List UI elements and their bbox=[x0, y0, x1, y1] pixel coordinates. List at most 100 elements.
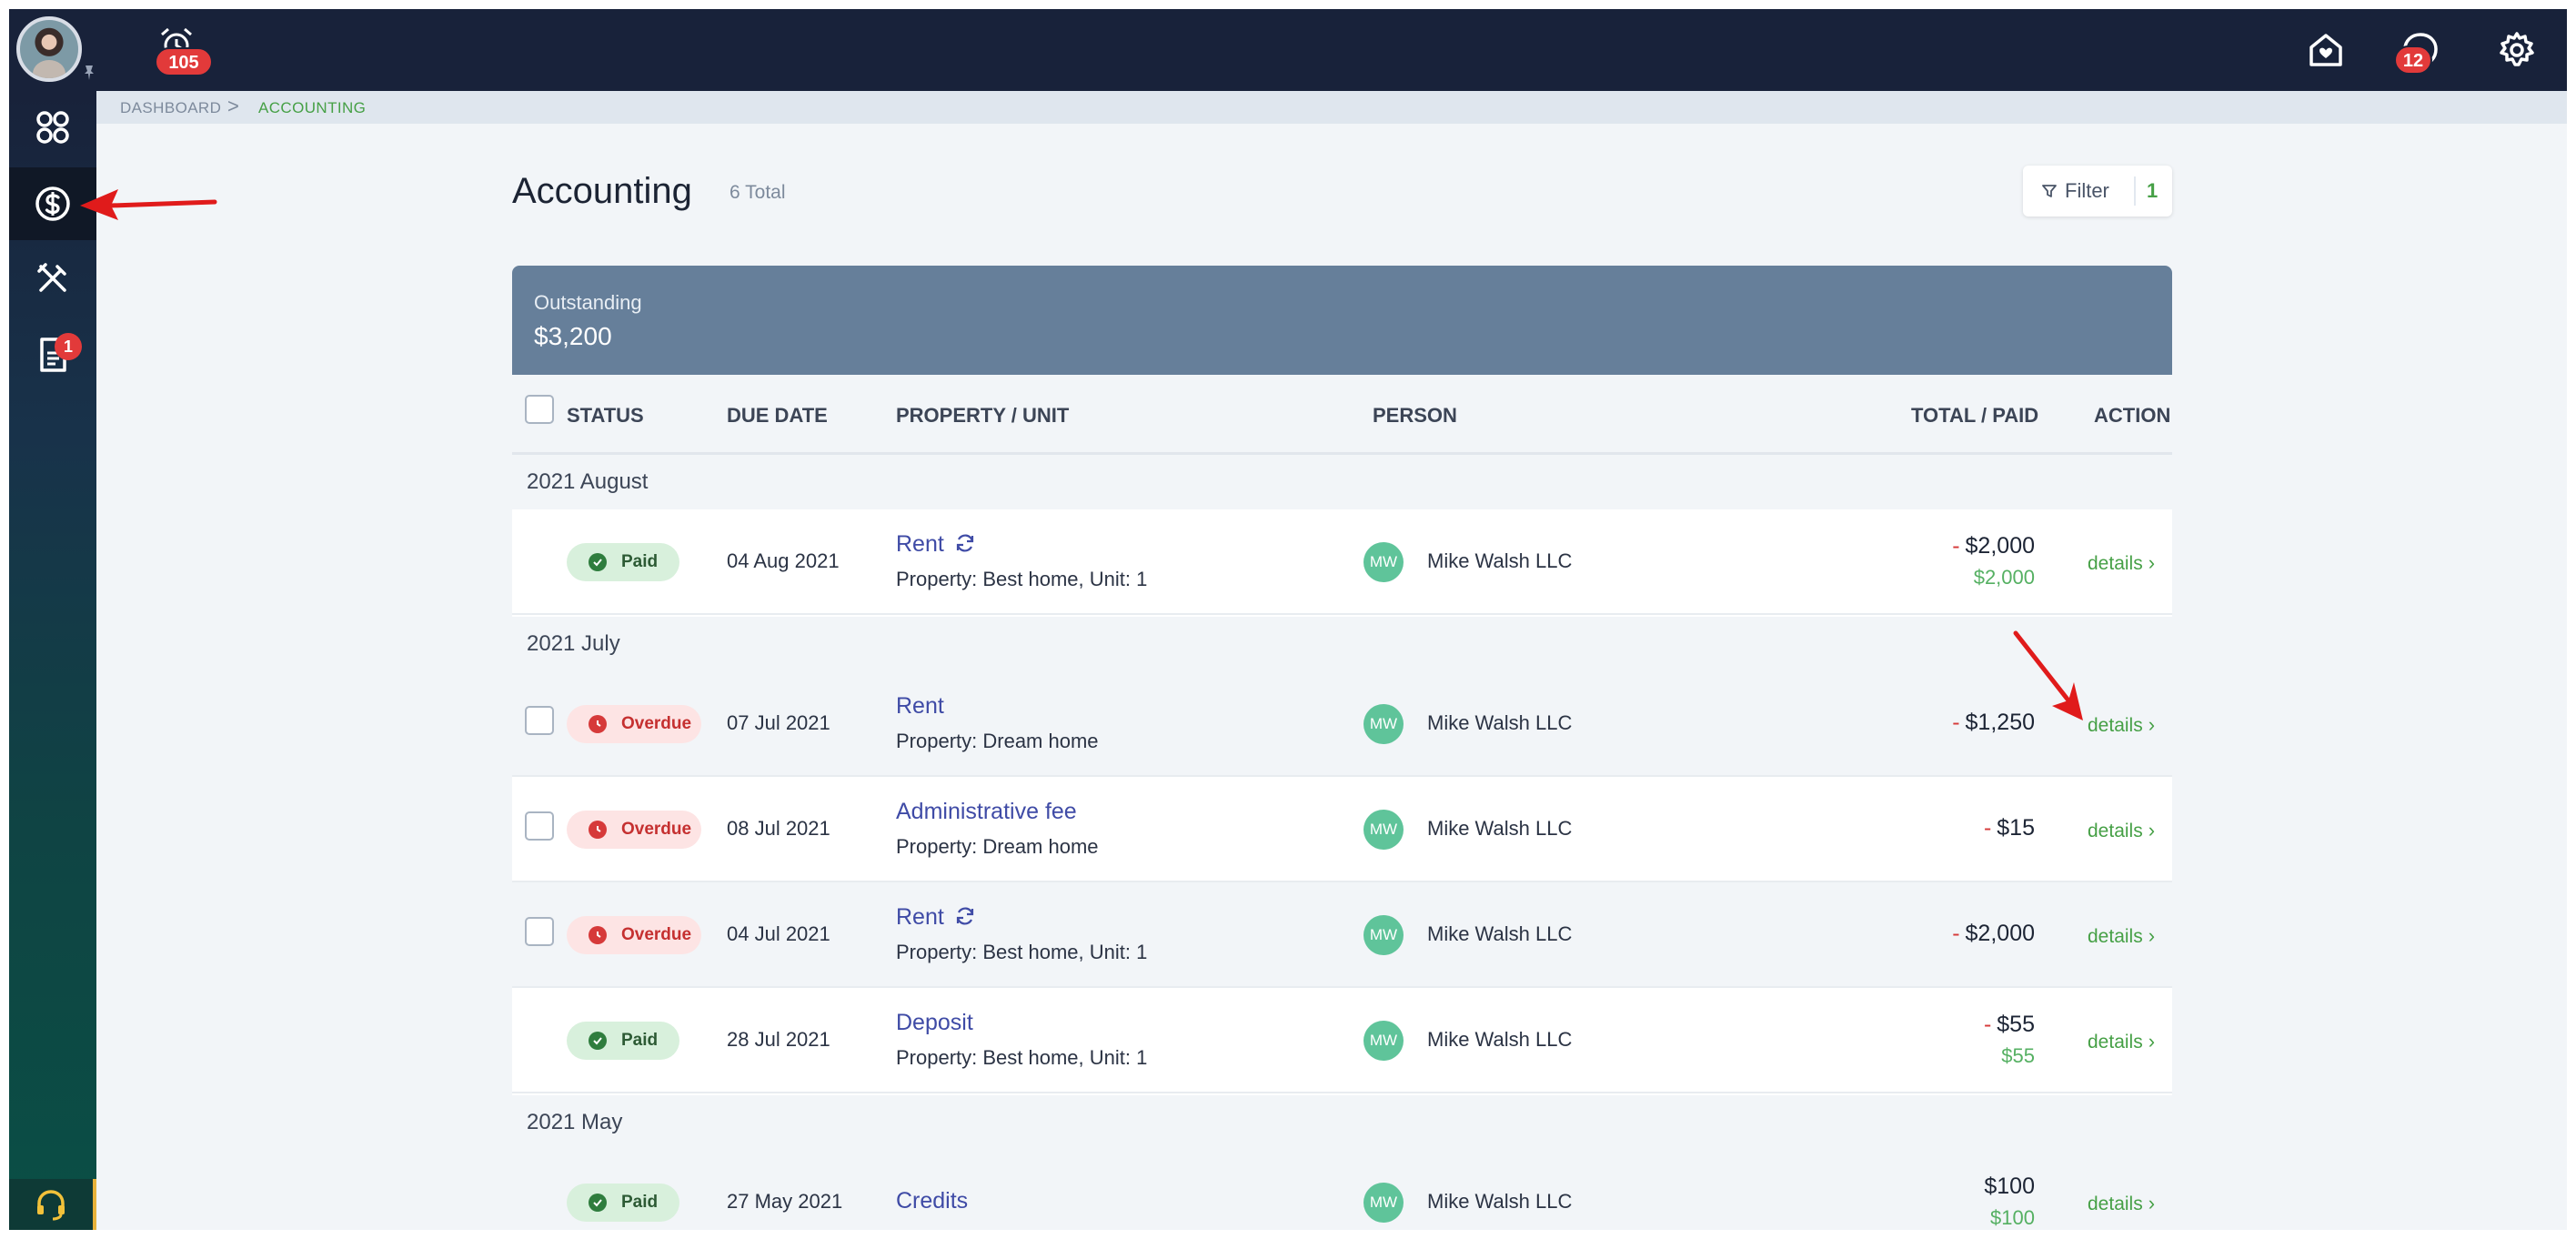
gear-icon[interactable] bbox=[2496, 29, 2538, 71]
status-badge: Overdue bbox=[567, 705, 701, 743]
transaction-title-link[interactable]: Rent bbox=[896, 531, 977, 558]
breadcrumb: DASHBOARD > ACCOUNTING bbox=[96, 91, 2567, 124]
sidebar-item-dashboard[interactable] bbox=[9, 91, 96, 164]
details-label: details bbox=[2088, 1194, 2143, 1214]
total-amount: $100 bbox=[1984, 1174, 2035, 1200]
person-avatar: MW bbox=[1363, 915, 1404, 955]
details-link[interactable]: details › bbox=[2088, 551, 2155, 575]
user-avatar[interactable] bbox=[16, 16, 82, 82]
support-button[interactable] bbox=[9, 1179, 96, 1230]
details-link[interactable]: details › bbox=[2088, 819, 2155, 842]
details-link[interactable]: details › bbox=[2088, 924, 2155, 948]
recurring-icon bbox=[956, 907, 973, 925]
paid-amount: $100 bbox=[1990, 1206, 2035, 1229]
sidebar: 1 bbox=[9, 91, 96, 1230]
breadcrumb-separator: > bbox=[227, 95, 240, 117]
total-value: $2,000 bbox=[1965, 921, 2035, 946]
details-link[interactable]: details › bbox=[2088, 713, 2155, 737]
notifications-badge: 12 bbox=[2394, 45, 2432, 75]
chevron-right-icon: › bbox=[2148, 713, 2156, 736]
negative-sign: - bbox=[1983, 815, 1992, 841]
status-label: Overdue bbox=[621, 925, 692, 944]
column-status[interactable]: STATUS bbox=[567, 404, 644, 427]
sidebar-item-documents[interactable] bbox=[9, 318, 96, 391]
table-row[interactable]: Paid 04 Aug 2021 Rent Property: Best hom… bbox=[512, 509, 2172, 615]
group-header: 2021 August bbox=[512, 455, 2172, 509]
person-name: Mike Walsh LLC bbox=[1427, 922, 1573, 945]
select-all-checkbox[interactable] bbox=[525, 395, 554, 424]
due-date: 28 Jul 2021 bbox=[727, 1028, 830, 1051]
property-unit: Property: Dream home bbox=[896, 835, 1099, 858]
details-label: details bbox=[2088, 926, 2143, 947]
clock-icon bbox=[589, 715, 607, 733]
breadcrumb-dashboard[interactable]: DASHBOARD bbox=[120, 99, 222, 116]
top-bar: 105 12 bbox=[9, 9, 2567, 91]
total-value: $2,000 bbox=[1965, 533, 2035, 559]
table-row[interactable]: Overdue 07 Jul 2021 Rent Property: Dream… bbox=[512, 671, 2172, 777]
table-row[interactable]: Overdue 04 Jul 2021 Rent Property: Best … bbox=[512, 882, 2172, 988]
details-link[interactable]: details › bbox=[2088, 1030, 2155, 1053]
total-amount: - $15 bbox=[1984, 815, 2035, 841]
sidebar-item-maintenance[interactable] bbox=[9, 242, 96, 315]
person-avatar: MW bbox=[1363, 1021, 1404, 1061]
negative-sign: - bbox=[1983, 1012, 1992, 1037]
negative-sign: - bbox=[1952, 710, 1960, 735]
property-unit: Property: Best home, Unit: 1 bbox=[896, 1046, 1148, 1069]
transaction-title-link[interactable]: Administrative fee bbox=[896, 799, 1077, 824]
row-checkbox[interactable] bbox=[525, 917, 554, 946]
outstanding-label: Outstanding bbox=[534, 291, 642, 314]
negative-sign: - bbox=[1952, 533, 1960, 559]
group-label: 2021 August bbox=[527, 469, 649, 494]
filter-divider bbox=[2134, 176, 2136, 206]
details-label: details bbox=[2088, 553, 2143, 574]
person-name: Mike Walsh LLC bbox=[1427, 711, 1573, 734]
person-avatar: MW bbox=[1363, 704, 1404, 744]
status-label: Overdue bbox=[621, 820, 692, 839]
column-property-unit[interactable]: PROPERTY / UNIT bbox=[896, 404, 1070, 427]
table-row[interactable]: Paid 27 May 2021 Credits MW Mike Walsh L… bbox=[512, 1150, 2172, 1230]
due-date: 07 Jul 2021 bbox=[727, 711, 830, 734]
transaction-title-link[interactable]: Rent bbox=[896, 904, 977, 931]
status-label: Paid bbox=[621, 1031, 659, 1050]
transaction-title-link[interactable]: Deposit bbox=[896, 1010, 973, 1035]
table-row[interactable]: Overdue 08 Jul 2021 Administrative fee P… bbox=[512, 777, 2172, 882]
check-circle-icon bbox=[589, 1032, 607, 1050]
table-row[interactable]: Paid 28 Jul 2021 Deposit Property: Best … bbox=[512, 988, 2172, 1093]
chevron-right-icon: › bbox=[2148, 1030, 2156, 1053]
status-label: Overdue bbox=[621, 714, 692, 733]
total-amount: - $1,250 bbox=[1952, 710, 2035, 736]
home-heart-icon[interactable] bbox=[2305, 29, 2347, 71]
status-badge: Paid bbox=[567, 1022, 679, 1060]
column-person[interactable]: PERSON bbox=[1373, 404, 1457, 427]
chevron-right-icon: › bbox=[2148, 551, 2156, 574]
app-window: 105 12 bbox=[9, 9, 2567, 1230]
clock-icon bbox=[589, 926, 607, 944]
column-due-date[interactable]: DUE DATE bbox=[727, 404, 828, 427]
total-amount: - $55 bbox=[1984, 1012, 2035, 1038]
tools-icon bbox=[37, 263, 66, 292]
sidebar-item-accounting[interactable] bbox=[9, 167, 96, 240]
row-checkbox[interactable] bbox=[525, 706, 554, 735]
total-value: $55 bbox=[1997, 1012, 2035, 1037]
table-header: STATUS DUE DATE PROPERTY / UNIT PERSON T… bbox=[512, 375, 2172, 455]
filter-label: Filter bbox=[2065, 179, 2109, 202]
details-link[interactable]: details › bbox=[2088, 1192, 2155, 1215]
due-date: 08 Jul 2021 bbox=[727, 817, 830, 840]
details-label: details bbox=[2088, 715, 2143, 736]
status-badge: Overdue bbox=[567, 811, 701, 849]
details-label: details bbox=[2088, 821, 2143, 841]
due-date: 27 May 2021 bbox=[727, 1190, 843, 1213]
property-unit: Property: Best home, Unit: 1 bbox=[896, 568, 1148, 590]
check-circle-icon bbox=[589, 553, 607, 571]
filter-button[interactable]: Filter 1 bbox=[2023, 166, 2172, 217]
column-total-paid[interactable]: TOTAL / PAID bbox=[1911, 404, 2039, 427]
transaction-title-link[interactable]: Rent bbox=[896, 693, 944, 719]
status-label: Paid bbox=[621, 1193, 659, 1212]
transaction-title-link[interactable]: Credits bbox=[896, 1188, 969, 1214]
property-unit: Property: Best home, Unit: 1 bbox=[896, 941, 1148, 963]
row-checkbox[interactable] bbox=[525, 811, 554, 841]
property-unit: Property: Dream home bbox=[896, 730, 1099, 752]
total-count: 6 Total bbox=[730, 182, 786, 203]
headset-icon bbox=[37, 1190, 65, 1221]
accounting-table: Outstanding $3,200 STATUS DUE DATE PROPE… bbox=[512, 266, 2172, 1230]
